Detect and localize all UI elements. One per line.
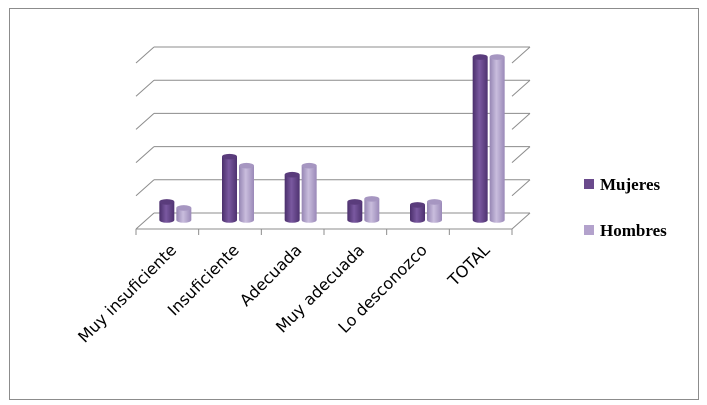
bar-top xyxy=(284,171,300,178)
gridline-right-depth xyxy=(511,146,531,163)
gridline-left-depth xyxy=(135,179,155,197)
bar-body xyxy=(239,165,254,223)
bar-body xyxy=(427,201,442,223)
bar-top xyxy=(176,205,192,211)
bar-top xyxy=(364,196,380,202)
x-tick-label: TOTAL xyxy=(443,240,493,290)
gridline-left-depth xyxy=(135,212,155,230)
bar-top xyxy=(301,162,317,169)
bar-top xyxy=(489,54,505,60)
bar-top xyxy=(472,54,488,60)
bar-mujeres-1 xyxy=(222,153,237,223)
gridline-left-depth xyxy=(135,146,155,163)
bar-mujeres-2 xyxy=(284,171,300,223)
legend-item-hombres: Hombres xyxy=(584,221,667,240)
bar-body xyxy=(489,57,505,223)
bar-body xyxy=(284,174,300,223)
bar-body xyxy=(176,207,192,223)
bar-body xyxy=(347,201,363,223)
legend-label: Mujeres xyxy=(600,175,660,194)
bar-mujeres-3 xyxy=(347,199,363,223)
bar-body xyxy=(222,156,237,223)
bar-body xyxy=(410,204,425,223)
legend-swatch xyxy=(584,225,594,235)
bar-hombres-0 xyxy=(176,205,192,223)
gridline-left-depth xyxy=(135,79,155,97)
gridline-left-depth xyxy=(135,113,155,130)
bar-body xyxy=(472,57,488,223)
gridline-left-depth xyxy=(135,46,155,64)
bar-hombres-4 xyxy=(427,199,442,223)
bar-top xyxy=(159,199,175,205)
bar-mujeres-4 xyxy=(410,202,425,223)
bar-hombres-3 xyxy=(364,196,380,223)
gridline-right-depth xyxy=(511,212,531,230)
bar-top xyxy=(239,162,254,169)
legend-label: Hombres xyxy=(600,221,667,240)
gridline-right-depth xyxy=(511,79,531,97)
bar-hombres-1 xyxy=(239,162,254,223)
gridline-right-depth xyxy=(511,179,531,197)
bar-top xyxy=(427,199,442,205)
bar-body xyxy=(364,198,380,223)
bar-hombres-5 xyxy=(489,54,505,223)
bar-body xyxy=(301,165,317,223)
bar-mujeres-0 xyxy=(159,199,175,223)
gridline-right-depth xyxy=(511,113,531,130)
bar-top xyxy=(222,153,237,160)
bar-top xyxy=(347,199,363,205)
bar-top xyxy=(410,202,425,208)
gridline-right-depth xyxy=(511,46,531,64)
legend-swatch xyxy=(584,179,594,189)
legend-item-mujeres: Mujeres xyxy=(584,175,660,194)
x-tick-label: Muy insuficiente xyxy=(74,240,180,346)
bar-hombres-2 xyxy=(301,162,317,223)
bar-body xyxy=(159,201,175,223)
bar-mujeres-5 xyxy=(472,54,488,223)
